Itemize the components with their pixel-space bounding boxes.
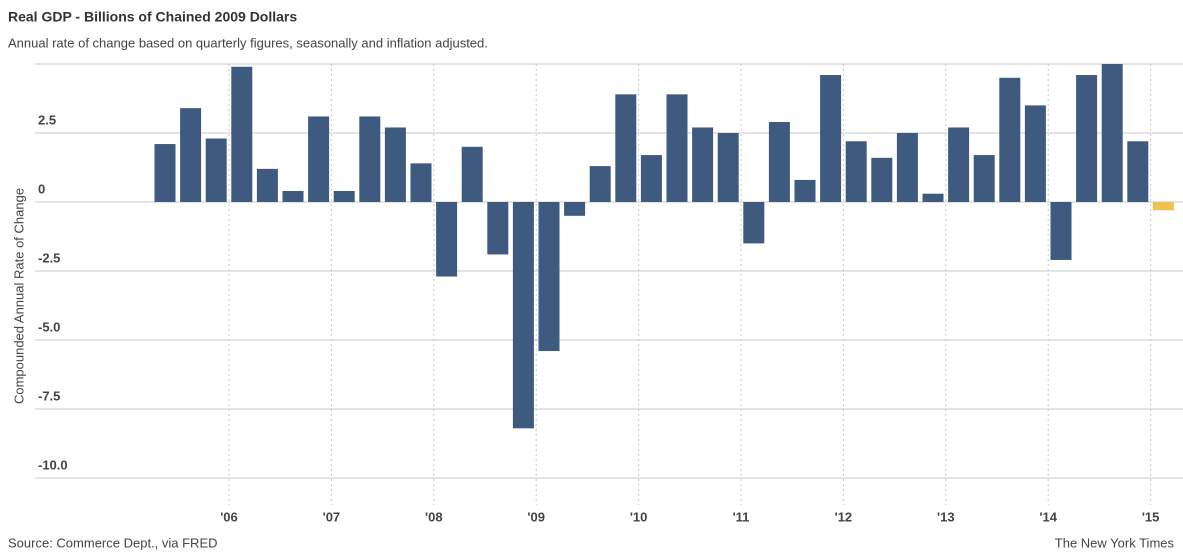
bar	[359, 116, 381, 202]
bar	[948, 127, 970, 202]
y-tick-label: -2.5	[38, 250, 60, 265]
bar	[282, 190, 304, 202]
x-tick-label: '11	[733, 509, 750, 524]
bar	[973, 155, 995, 202]
bar	[820, 75, 842, 202]
x-tick-label: '12	[835, 509, 853, 524]
x-tick-label: '07	[323, 509, 341, 524]
bar	[871, 157, 893, 202]
bar	[231, 66, 253, 202]
bar	[384, 127, 406, 202]
bar	[256, 168, 278, 202]
bar	[692, 127, 714, 202]
bar	[1152, 202, 1174, 211]
bar	[1050, 202, 1072, 260]
bar	[845, 141, 867, 202]
source: Source: Commerce Dept., via FRED	[8, 535, 218, 550]
y-tick-label: 0	[38, 181, 45, 196]
x-tick-label: '15	[1142, 509, 1160, 524]
chart-subtitle: Annual rate of change based on quarterly…	[8, 35, 488, 50]
bar	[487, 202, 509, 255]
bar	[768, 121, 790, 202]
bar	[1076, 75, 1098, 202]
x-tick-label: '08	[425, 509, 443, 524]
bar	[308, 116, 330, 202]
bar	[794, 179, 816, 202]
x-tick-label: '14	[1039, 509, 1057, 524]
bar	[564, 202, 586, 216]
bar	[512, 202, 534, 429]
bar	[922, 193, 944, 202]
bar	[180, 108, 202, 202]
bar	[640, 155, 662, 202]
bar	[717, 133, 739, 202]
bar	[743, 202, 765, 244]
chart-title: Real GDP - Billions of Chained 2009 Doll…	[8, 9, 297, 25]
x-tick-label: '09	[527, 509, 545, 524]
bar	[154, 144, 176, 202]
y-tick-label: -7.5	[38, 388, 60, 403]
y-tick-label: -5.0	[38, 319, 60, 334]
bar	[666, 94, 688, 202]
y-axis-label: Compounded Annual Rate of Change	[11, 188, 26, 404]
y-tick-label: 2.5	[38, 112, 56, 127]
x-tick-label: '06	[220, 509, 238, 524]
x-tick-label: '10	[630, 509, 648, 524]
bar	[461, 146, 483, 202]
bar	[205, 138, 227, 202]
bar	[410, 163, 432, 202]
bar	[436, 202, 458, 277]
credit: The New York Times	[1055, 535, 1175, 550]
bar	[589, 166, 611, 202]
bar	[1127, 141, 1149, 202]
bar	[1024, 105, 1046, 202]
y-tick-label: -10.0	[38, 457, 68, 472]
bar	[999, 77, 1021, 202]
bar	[615, 94, 637, 202]
bar	[538, 202, 560, 352]
x-tick-label: '13	[937, 509, 955, 524]
bar	[896, 133, 918, 202]
bar	[1101, 64, 1123, 202]
bar	[333, 190, 355, 202]
